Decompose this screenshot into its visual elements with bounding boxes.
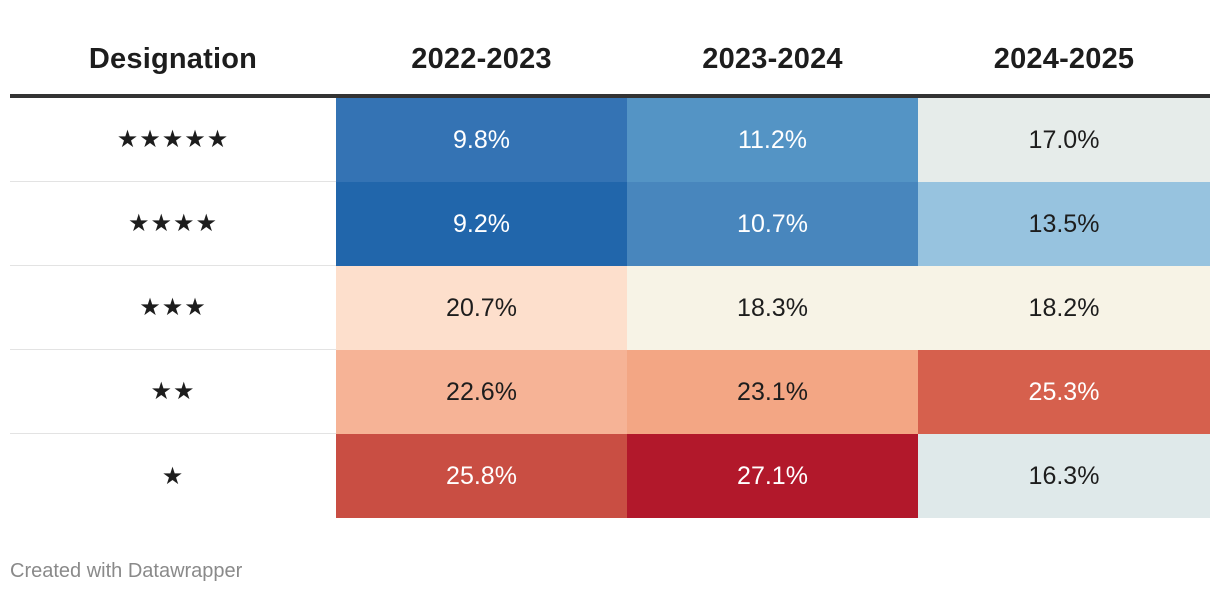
value-cell-2024-2025: 25.3% [918, 350, 1210, 434]
value-cell-2024-2025: 13.5% [918, 182, 1210, 266]
table-row: ★ 25.8% 27.1% 16.3% [10, 434, 1210, 518]
value-cell-2024-2025: 17.0% [918, 98, 1210, 182]
value-cell-2023-2024: 10.7% [627, 182, 918, 266]
designation-cell: ★★ [10, 350, 336, 434]
heatmap-table: Designation 2022-2023 2023-2024 2024-202… [10, 24, 1210, 518]
column-header-2024-2025[interactable]: 2024-2025 [993, 42, 1135, 75]
designation-cell: ★★★ [10, 266, 336, 350]
datawrapper-credit: Created with Datawrapper [10, 560, 243, 582]
designation-cell: ★★★★★ [10, 98, 336, 182]
value-cell-2023-2024: 27.1% [627, 434, 918, 518]
value-cell-2022-2023: 25.8% [336, 434, 627, 518]
designation-cell: ★ [161, 462, 185, 490]
column-header-2022-2023[interactable]: 2022-2023 [411, 42, 552, 75]
column-header-2023-2024[interactable]: 2023-2024 [702, 42, 843, 75]
value-cell-2022-2023: 20.7% [336, 266, 627, 350]
value-cell-2023-2024: 11.2% [627, 98, 918, 182]
table-row: ★★★ 20.7% 18.3% 18.2% [10, 266, 1210, 350]
table-row: ★★ 22.6% 23.1% 25.3% [10, 350, 1210, 434]
value-cell-2024-2025: 16.3% [918, 434, 1210, 518]
designation-cell: ★★★★ [10, 182, 336, 266]
value-cell-2023-2024: 23.1% [627, 350, 918, 434]
table-row: ★★★★ 9.2% 10.7% 13.5% [10, 182, 1210, 266]
value-cell-2022-2023: 22.6% [336, 350, 627, 434]
value-cell-2024-2025: 18.2% [918, 266, 1210, 350]
value-cell-2022-2023: 9.2% [336, 182, 627, 266]
table-body: ★★★★★ 9.8% 11.2% 17.0% ★★★★ 9.2% 10.7% 13.5% ★★★… [10, 98, 1210, 518]
value-cell-2023-2024: 18.3% [627, 266, 918, 350]
table-row: ★★★★★ 9.8% 11.2% 17.0% [10, 98, 1210, 182]
table-header: Designation 2022-2023 2023-2024 2024-202… [10, 24, 1210, 98]
value-cell-2022-2023: 9.8% [336, 98, 627, 182]
column-header-designation[interactable]: Designation [88, 42, 258, 75]
